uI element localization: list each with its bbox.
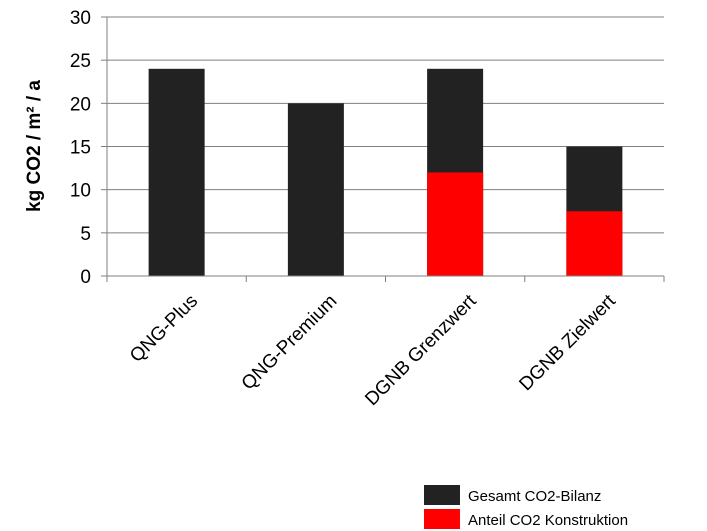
legend-swatch-1 (424, 509, 460, 529)
x-category-label: DGNB Zielwert (515, 290, 620, 395)
bar-gesamt-0 (148, 68, 205, 276)
y-axis-label: kg CO2 / m² / a (24, 80, 45, 212)
legend-label-1: Anteil CO2 Konstruktion (468, 512, 628, 529)
x-category-label: DGNB Grenzwert (361, 290, 481, 410)
bars (148, 68, 623, 276)
bar-konstruktion-3 (566, 211, 623, 276)
axes (106, 17, 665, 282)
y-tick-label: 30 (70, 8, 91, 29)
y-tick-label: 5 (80, 224, 91, 245)
x-axis-labels: QNG-Plus QNG-Premium DGNB Grenzwert DGNB Zi… (126, 290, 620, 410)
y-axis-ticks: 0 5 10 15 20 25 30 (70, 8, 107, 288)
y-tick-label: 25 (70, 51, 91, 72)
legend-label-0: Gesamt CO2-Bilanz (468, 488, 601, 505)
x-category-label: QNG-Premium (238, 291, 342, 395)
y-tick-label: 15 (70, 138, 91, 159)
legend-swatch-0 (424, 485, 460, 505)
legend: Gesamt CO2-Bilanz Anteil CO2 Konstruktion (424, 485, 628, 529)
y-tick-label: 20 (70, 94, 91, 115)
bar-gesamt-1 (287, 103, 344, 276)
x-category-label: QNG-Plus (126, 291, 202, 367)
y-tick-label: 10 (70, 181, 91, 202)
y-tick-label: 0 (80, 267, 91, 288)
bar-konstruktion-2 (427, 172, 484, 276)
